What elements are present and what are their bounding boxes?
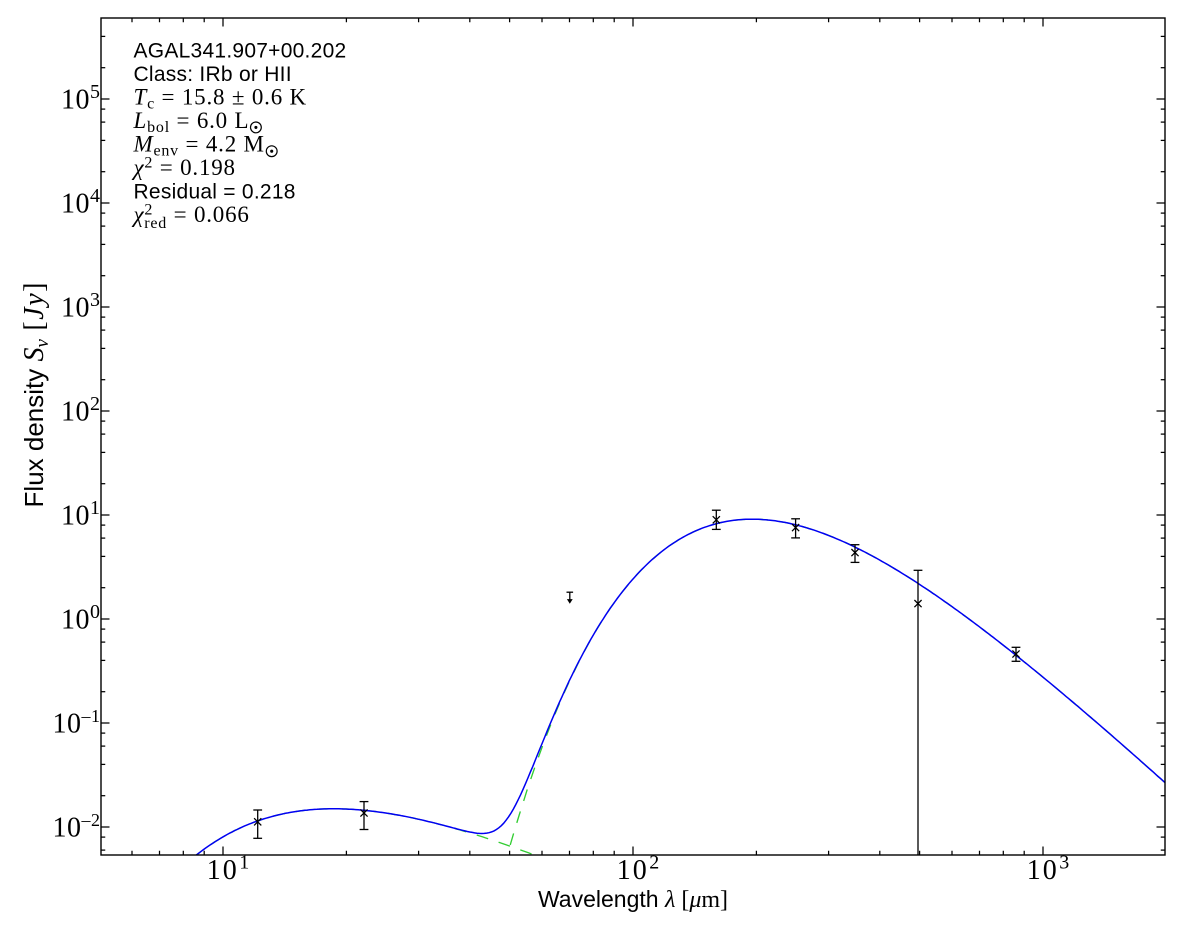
svg-text:10–2: 10–2 xyxy=(53,810,101,844)
svg-text:Class: IRb or HII: Class: IRb or HII xyxy=(134,63,292,86)
svg-text:Tc = 15.8 ± 0.6 K: Tc = 15.8 ± 0.6 K xyxy=(134,85,307,113)
svg-text:Wavelength λ [μm]: Wavelength λ [μm] xyxy=(538,886,728,913)
svg-text:Lbol = 6.0 L: Lbol = 6.0 L xyxy=(133,108,250,136)
svg-text:Flux density Sν [Jy]: Flux density Sν [Jy] xyxy=(19,283,53,508)
svg-text:Residual = 0.218: Residual = 0.218 xyxy=(134,181,296,204)
svg-text:Menv = 4.2 M: Menv = 4.2 M xyxy=(133,132,265,160)
svg-text:χ2 = 0.198: χ2 = 0.198 xyxy=(132,155,236,181)
svg-text:AGAL341.907+00.202: AGAL341.907+00.202 xyxy=(134,40,347,63)
